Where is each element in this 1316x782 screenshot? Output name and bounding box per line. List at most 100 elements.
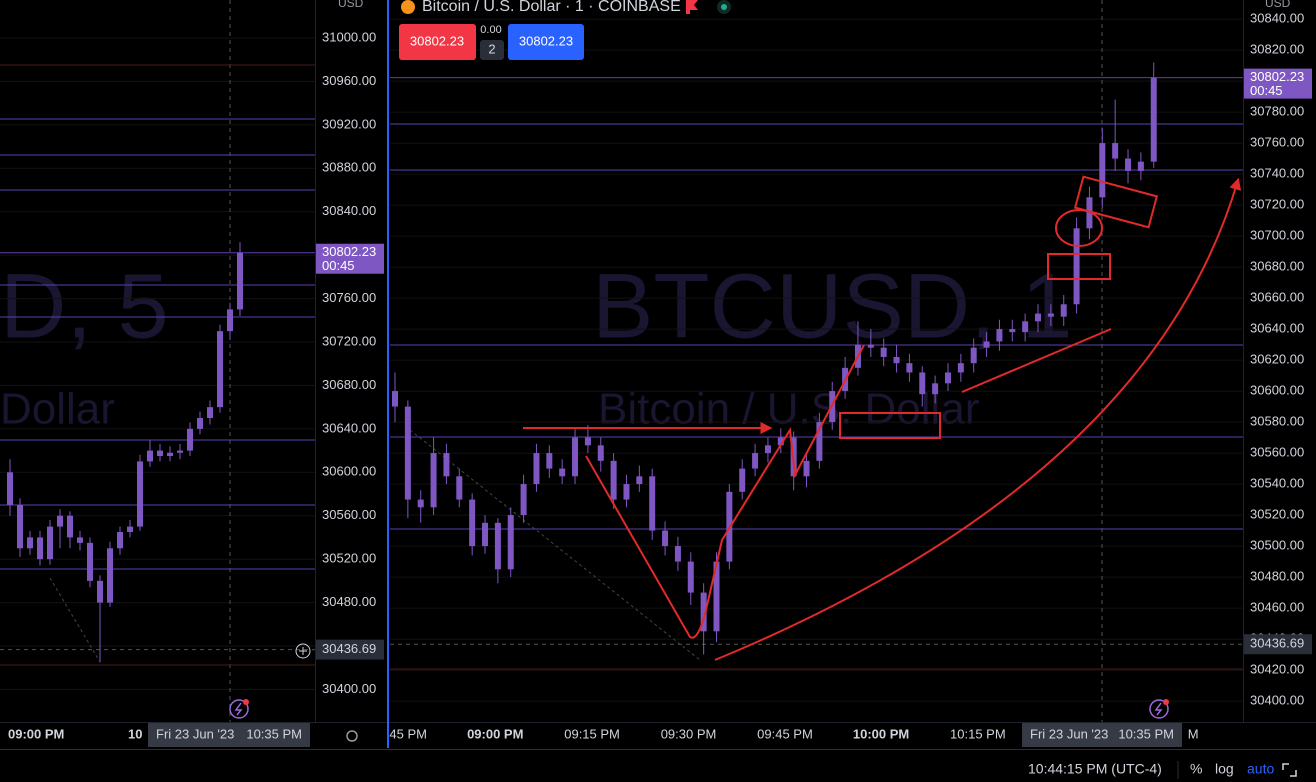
crosshair-time-box bbox=[1022, 723, 1182, 747]
candle-body bbox=[649, 476, 656, 531]
candle-body bbox=[177, 450, 183, 453]
y-tick-label: 30660.00 bbox=[1250, 290, 1304, 305]
candle-body bbox=[1112, 143, 1119, 159]
candle-body bbox=[893, 356, 900, 364]
header: Bitcoin / U.S. Dollar · 1 · COINBASE 308… bbox=[399, 0, 731, 60]
freehand bbox=[585, 344, 865, 639]
currency-label: USD bbox=[1265, 0, 1291, 10]
candle-body bbox=[752, 453, 759, 469]
curve-arrow bbox=[714, 177, 1242, 661]
candle-body bbox=[197, 418, 203, 429]
candle-body bbox=[1009, 329, 1016, 333]
candle-body bbox=[147, 450, 153, 462]
candle-body bbox=[187, 428, 193, 451]
y-tick-label: 30840.00 bbox=[1250, 11, 1304, 26]
candle-body bbox=[1125, 158, 1132, 171]
candle-body bbox=[559, 468, 566, 477]
y-tick-label: 30600.00 bbox=[1250, 383, 1304, 398]
symbol-title: Bitcoin / U.S. Dollar · 1 · COINBASE bbox=[422, 0, 681, 15]
y-tick-label: 30640.00 bbox=[322, 420, 376, 435]
icons bbox=[229, 643, 1169, 742]
candle-body bbox=[700, 592, 707, 632]
candle-body bbox=[469, 499, 476, 547]
candle-body bbox=[17, 504, 23, 549]
auto-toggle[interactable]: auto bbox=[1247, 761, 1274, 777]
candle-body bbox=[970, 347, 977, 364]
crosshair-date: Fri 23 Jun '23 bbox=[1030, 726, 1108, 741]
y-tick-label: 30840.00 bbox=[322, 203, 376, 218]
crosshair-price-box bbox=[316, 639, 384, 660]
alert-icon[interactable] bbox=[229, 699, 249, 719]
sell-button[interactable] bbox=[399, 24, 476, 60]
x-tick-label: 10:15 PM bbox=[950, 726, 1006, 741]
candle-body bbox=[77, 537, 83, 543]
y-tick-label: 30760.00 bbox=[1250, 135, 1304, 150]
candle-body bbox=[610, 460, 617, 500]
symbol-icon bbox=[401, 0, 415, 14]
settings-icon[interactable] bbox=[346, 730, 358, 742]
fullscreen-icon[interactable] bbox=[1282, 763, 1297, 777]
pane-candles bbox=[7, 242, 243, 663]
annotations bbox=[523, 175, 1242, 661]
candle-body bbox=[662, 530, 669, 547]
x-tick-label: 09:00 PM bbox=[467, 726, 523, 741]
y-tick-label: 30720.00 bbox=[1250, 197, 1304, 212]
left-levels bbox=[0, 64, 315, 666]
y-tick-label: 30680.00 bbox=[1250, 259, 1304, 274]
candle-body bbox=[546, 453, 553, 469]
y-tick-label: 30640.00 bbox=[1250, 321, 1304, 336]
alert-glyph bbox=[234, 702, 243, 716]
x-tick-label: 45 PM bbox=[389, 726, 427, 741]
log-toggle[interactable]: log bbox=[1215, 761, 1234, 777]
candle-body bbox=[764, 445, 771, 454]
market-status-dot bbox=[721, 4, 727, 10]
candle-body bbox=[47, 526, 53, 560]
candle-body bbox=[27, 537, 33, 549]
box bbox=[1073, 175, 1159, 229]
y-tick-label: 30400.00 bbox=[1250, 693, 1304, 708]
flag-icon[interactable] bbox=[686, 0, 698, 14]
candle-body bbox=[137, 461, 143, 527]
ellipse bbox=[1055, 209, 1103, 247]
candle-body bbox=[636, 476, 643, 485]
y-tick-label: 30540.00 bbox=[1250, 476, 1304, 491]
y-tick-label: 30480.00 bbox=[1250, 569, 1304, 584]
quantity-box[interactable] bbox=[480, 40, 504, 60]
y-tick-label: 30740.00 bbox=[1250, 166, 1304, 181]
y-tick-label: 31000.00 bbox=[322, 29, 376, 44]
watermark: BTCUSD, 1 bbox=[592, 255, 1073, 357]
candle-body bbox=[1035, 313, 1041, 322]
y-tick-label: 30720.00 bbox=[322, 333, 376, 348]
x-tick-label: 10 bbox=[128, 726, 142, 741]
alert-icon[interactable] bbox=[1149, 699, 1169, 719]
crosshair-time: 10:35 PM bbox=[1118, 726, 1174, 741]
box bbox=[1047, 253, 1111, 280]
alert-glyph bbox=[1154, 702, 1163, 716]
candle-body bbox=[1073, 228, 1080, 305]
candle-body bbox=[404, 406, 411, 500]
candle-body bbox=[932, 383, 939, 395]
sell-price: 30802.23 bbox=[410, 33, 464, 48]
buy-button[interactable] bbox=[508, 24, 584, 60]
candle-body bbox=[584, 437, 591, 446]
candle-body bbox=[623, 484, 630, 500]
y-tick-label: 30780.00 bbox=[1250, 104, 1304, 119]
y-tick-label: 30480.00 bbox=[322, 594, 376, 609]
y-tick-label: 30880.00 bbox=[322, 160, 376, 175]
y-tick-label: 30500.00 bbox=[1250, 538, 1304, 553]
candle-body bbox=[1047, 313, 1054, 317]
candle-body bbox=[919, 372, 926, 395]
candle-body bbox=[1022, 321, 1029, 333]
candle-body bbox=[392, 391, 398, 407]
candle-body bbox=[127, 526, 133, 532]
y-tick-label: 30400.00 bbox=[322, 681, 376, 696]
x-tick-label: 09:00 PM bbox=[8, 726, 64, 741]
percent-toggle[interactable]: % bbox=[1190, 761, 1202, 777]
countdown: 00:45 bbox=[322, 258, 355, 273]
add-icon[interactable] bbox=[295, 643, 311, 659]
candle-body bbox=[957, 363, 964, 373]
candle-body bbox=[494, 522, 501, 570]
candle-body bbox=[443, 453, 450, 477]
candle-body bbox=[207, 407, 213, 418]
